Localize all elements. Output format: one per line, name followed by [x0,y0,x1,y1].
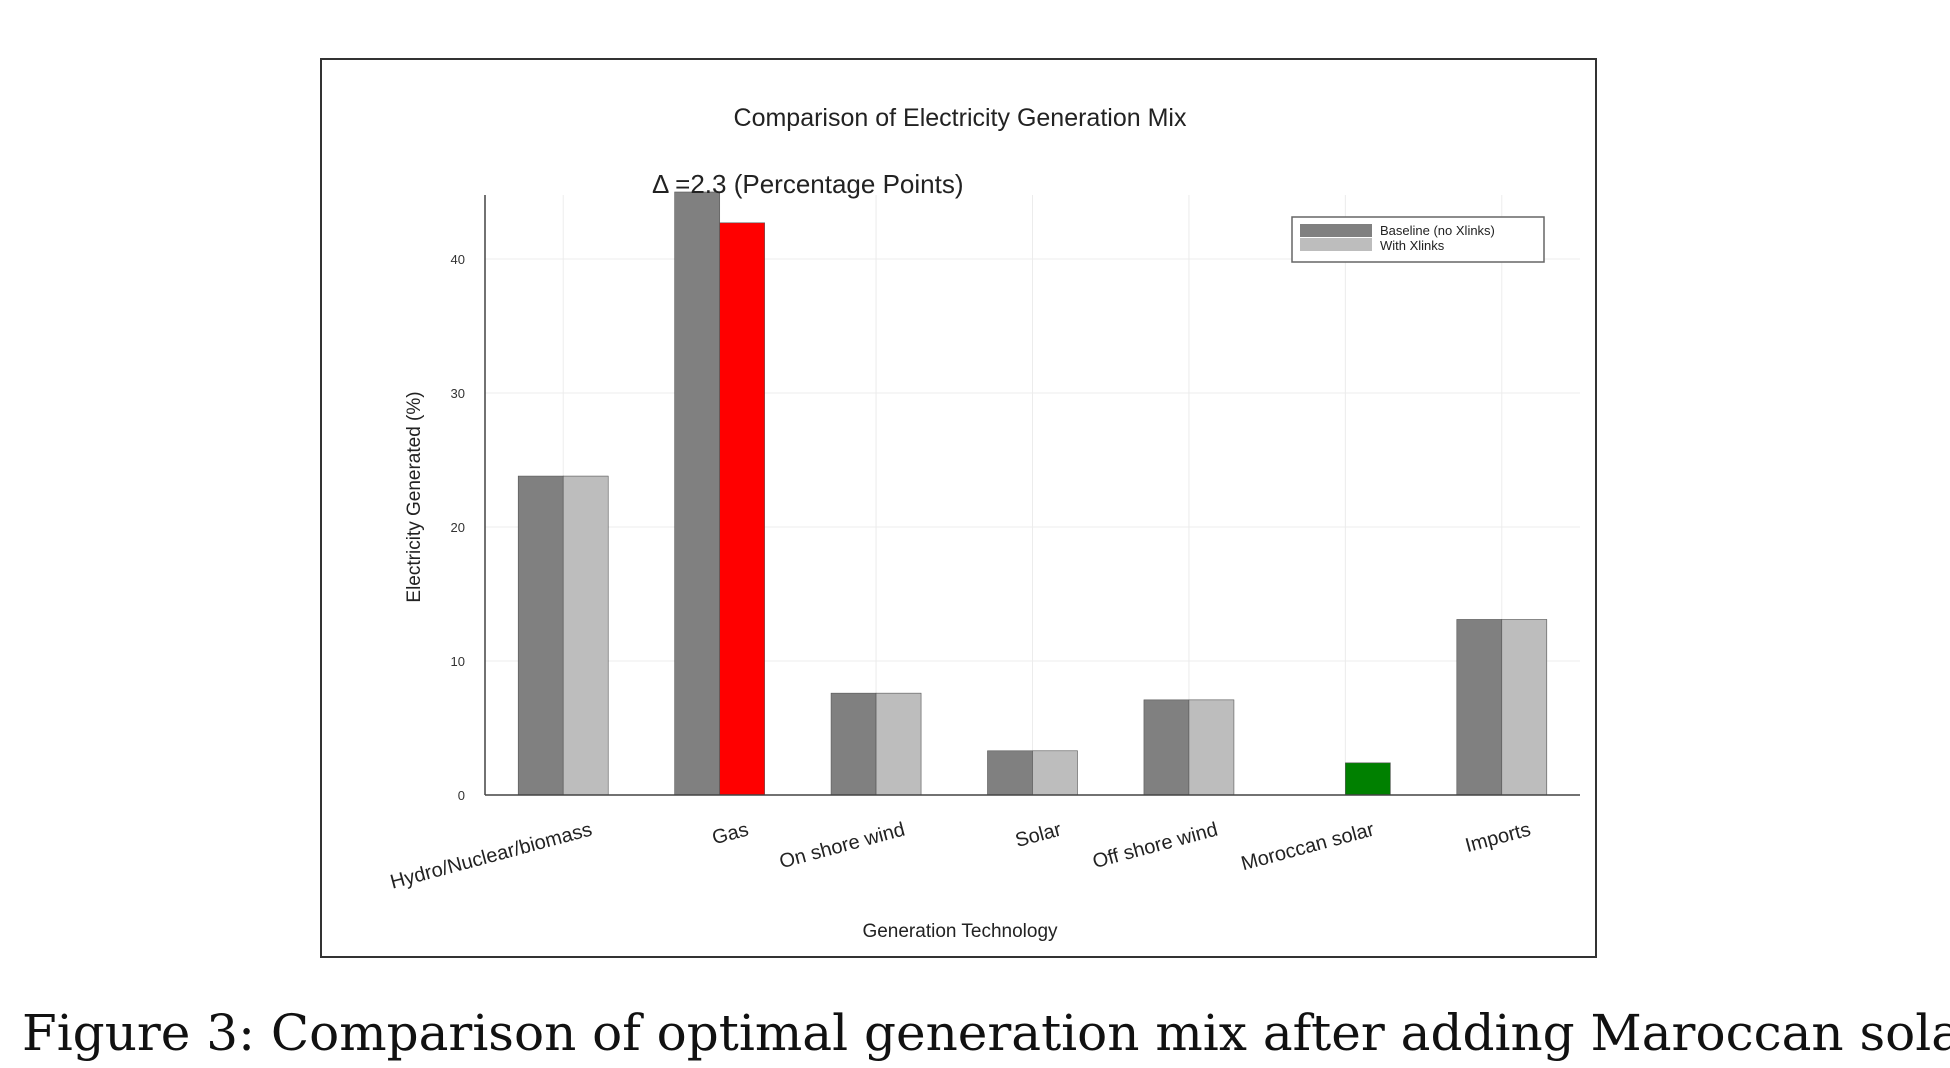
bar-baseline [830,692,877,796]
bar-baseline [674,191,720,796]
y-tick-label: 20 [451,520,465,535]
y-tick-label: 30 [451,386,465,401]
x-tick-label: Moroccan solar [1239,818,1377,875]
x-tick-label: Gas [710,819,751,850]
bar-baseline [517,475,564,796]
bar-with-xlinks [1345,762,1391,796]
y-tick-label: 10 [451,654,465,669]
x-tick-label: Off shore wind [1090,819,1220,874]
x-tick-label: Solar [1013,818,1064,851]
bar-baseline [1456,619,1503,796]
bar-baseline [1143,699,1190,796]
bar-with-xlinks [875,692,922,796]
legend-label-baseline: Baseline (no Xlinks) [1380,223,1495,238]
x-axis-label: Generation Technology [862,921,1058,942]
x-tick-label: Hydro/Nuclear/biomass [388,819,594,894]
bar-with-xlinks [562,475,609,796]
grid-layer [485,195,1580,795]
y-tick-label: 0 [458,788,465,803]
bars-layer [517,191,1548,796]
figure-caption: Figure 3: Comparison of optimal generati… [22,1004,1950,1062]
chart-title: Comparison of Electricity Generation Mix [734,104,1187,132]
chart-frame: 0 10 20 30 40 Hydro/Nuclear/biomass Gas On shor… [320,58,1597,958]
y-axis-label: Electricity Generated (%) [404,391,425,602]
bar-with-xlinks [1032,750,1078,796]
bar-chart: 0 10 20 30 40 Hydro/Nuclear/biomass Gas On shor… [388,104,1580,942]
bar-with-xlinks [1501,619,1548,796]
bar-with-xlinks [1188,699,1235,796]
legend-label-with-xlinks: With Xlinks [1380,238,1445,253]
delta-annotation: Δ =2.3 (Percentage Points) [652,169,964,199]
bar-with-xlinks [719,222,765,796]
x-tick-label: On shore wind [777,819,907,874]
x-tick-label: Imports [1463,819,1533,858]
legend-swatch-with-xlinks [1300,238,1372,251]
y-tick-label: 40 [451,252,465,267]
bar-baseline [987,750,1033,796]
legend: Baseline (no Xlinks) With Xlinks [1291,216,1545,263]
legend-swatch-baseline [1300,224,1372,237]
